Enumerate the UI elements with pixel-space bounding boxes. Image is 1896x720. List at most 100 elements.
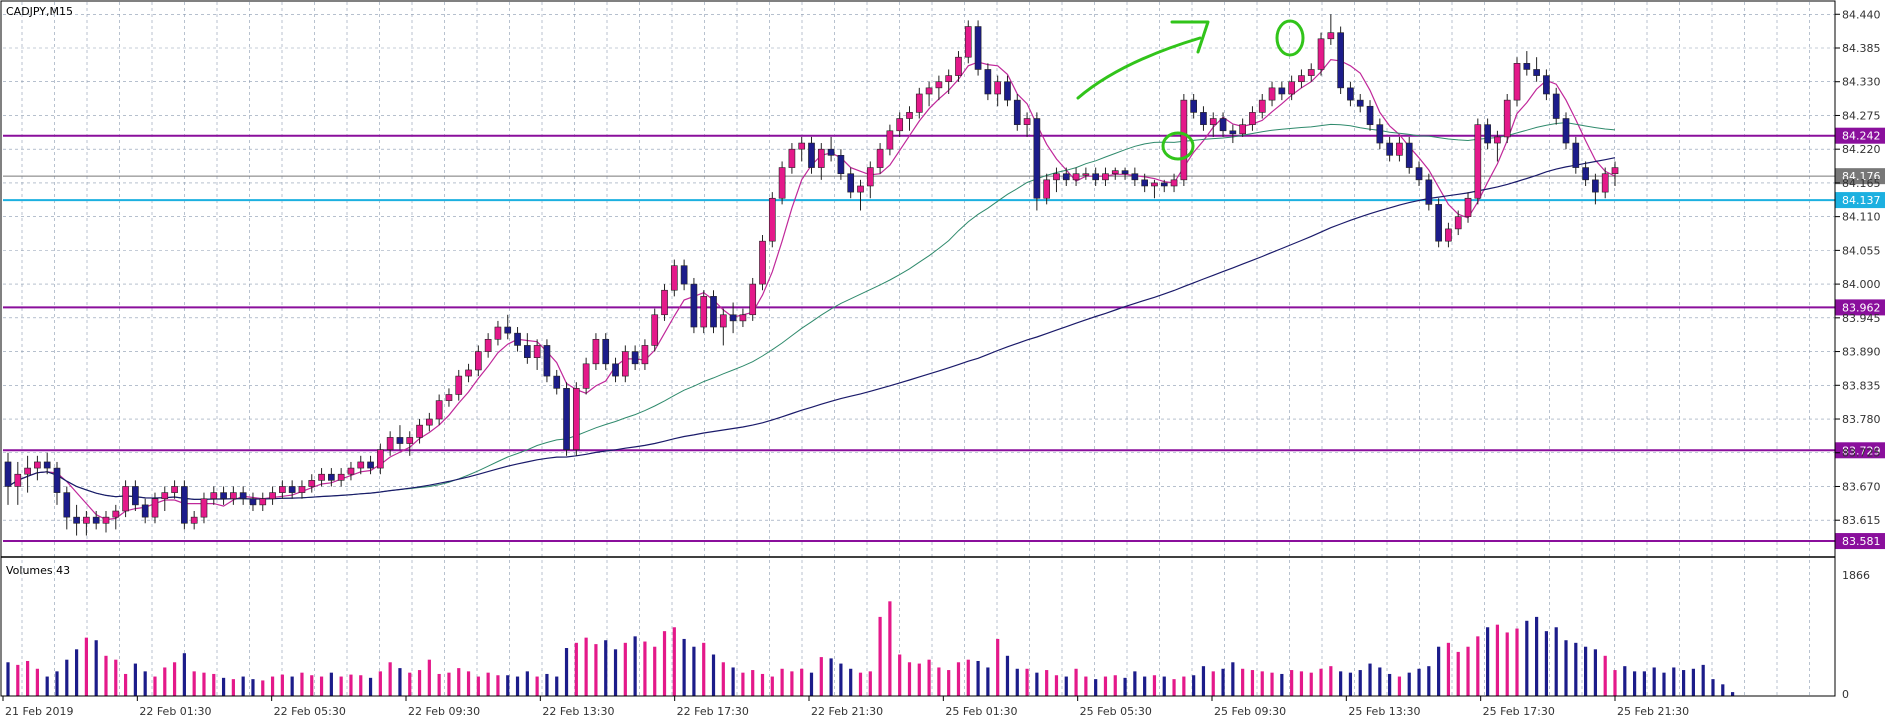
- candle[interactable]: [53, 461, 61, 505]
- candle[interactable]: [1268, 81, 1276, 107]
- candle[interactable]: [1209, 112, 1217, 137]
- candle[interactable]: [406, 431, 414, 456]
- candle[interactable]: [102, 511, 110, 533]
- candle[interactable]: [1415, 161, 1423, 186]
- candle[interactable]: [239, 486, 247, 505]
- candle[interactable]: [367, 455, 374, 475]
- candle[interactable]: [1278, 81, 1286, 101]
- candle[interactable]: [680, 259, 688, 291]
- candle[interactable]: [494, 320, 502, 346]
- candle[interactable]: [1425, 173, 1433, 211]
- candle[interactable]: [484, 333, 492, 358]
- candle[interactable]: [1151, 179, 1158, 199]
- candle[interactable]: [112, 504, 120, 530]
- candle[interactable]: [1200, 106, 1207, 131]
- candle[interactable]: [377, 443, 384, 475]
- candle[interactable]: [563, 382, 570, 456]
- candle[interactable]: [641, 339, 649, 370]
- candle[interactable]: [1298, 69, 1305, 88]
- candle[interactable]: [259, 492, 267, 512]
- candle[interactable]: [808, 136, 815, 174]
- candlestick-series[interactable]: [4, 14, 1619, 536]
- candle[interactable]: [1543, 69, 1550, 101]
- candle[interactable]: [1249, 106, 1256, 131]
- candle[interactable]: [817, 143, 825, 180]
- candle[interactable]: [396, 425, 404, 450]
- candle[interactable]: [896, 112, 904, 137]
- candle[interactable]: [190, 511, 198, 530]
- candle[interactable]: [230, 486, 237, 505]
- candle[interactable]: [92, 511, 100, 530]
- candle[interactable]: [181, 480, 188, 530]
- candle[interactable]: [1053, 167, 1060, 193]
- candle[interactable]: [426, 412, 433, 432]
- candle[interactable]: [63, 486, 71, 530]
- candle[interactable]: [1474, 118, 1482, 205]
- candle[interactable]: [964, 20, 972, 64]
- candle[interactable]: [475, 345, 482, 377]
- candle[interactable]: [906, 106, 913, 131]
- candle[interactable]: [1239, 118, 1246, 137]
- candle[interactable]: [749, 277, 757, 321]
- candle[interactable]: [866, 161, 874, 199]
- candle[interactable]: [1327, 14, 1335, 45]
- candle[interactable]: [279, 480, 286, 499]
- candle[interactable]: [729, 302, 737, 334]
- candle[interactable]: [1435, 198, 1442, 248]
- candle[interactable]: [269, 486, 276, 505]
- candle[interactable]: [337, 468, 345, 487]
- candle[interactable]: [592, 333, 600, 370]
- candle[interactable]: [1552, 87, 1560, 125]
- candle[interactable]: [1023, 112, 1031, 137]
- candle[interactable]: [1013, 93, 1021, 131]
- candle[interactable]: [1288, 75, 1295, 101]
- candle[interactable]: [700, 290, 708, 334]
- candle[interactable]: [43, 452, 51, 475]
- candle[interactable]: [1523, 51, 1531, 76]
- candle[interactable]: [1484, 118, 1491, 150]
- candle[interactable]: [416, 419, 423, 444]
- candle[interactable]: [1582, 161, 1589, 186]
- candle[interactable]: [161, 486, 169, 512]
- candle[interactable]: [1572, 136, 1580, 174]
- candle[interactable]: [719, 308, 727, 346]
- candle[interactable]: [151, 492, 159, 524]
- candle[interactable]: [1131, 167, 1139, 186]
- candle[interactable]: [386, 431, 394, 456]
- candle[interactable]: [1190, 93, 1197, 119]
- candle[interactable]: [1170, 173, 1178, 193]
- candle[interactable]: [1366, 100, 1374, 131]
- candle[interactable]: [455, 369, 463, 401]
- candle[interactable]: [759, 235, 766, 291]
- candle[interactable]: [34, 455, 41, 481]
- candle[interactable]: [690, 277, 698, 334]
- candle[interactable]: [73, 504, 80, 536]
- candle[interactable]: [739, 308, 747, 328]
- candle[interactable]: [1386, 136, 1393, 162]
- candle[interactable]: [1347, 81, 1354, 107]
- candle[interactable]: [1562, 112, 1570, 150]
- candle[interactable]: [621, 345, 629, 383]
- candle[interactable]: [994, 75, 1002, 107]
- candle[interactable]: [1004, 75, 1011, 107]
- candle[interactable]: [651, 308, 659, 352]
- candle[interactable]: [347, 461, 355, 481]
- price-axis[interactable]: 84.44084.38584.33084.27584.22084.16584.1…: [1835, 8, 1881, 527]
- candle[interactable]: [935, 75, 943, 101]
- candle[interactable]: [1503, 93, 1511, 144]
- candle[interactable]: [661, 284, 668, 321]
- candle[interactable]: [14, 461, 22, 505]
- candle[interactable]: [798, 136, 806, 162]
- candle[interactable]: [768, 192, 776, 248]
- candle[interactable]: [886, 124, 894, 156]
- candle[interactable]: [1454, 210, 1462, 236]
- candle[interactable]: [445, 388, 453, 407]
- candle[interactable]: [1160, 179, 1168, 193]
- candle[interactable]: [915, 87, 923, 119]
- candle[interactable]: [504, 314, 512, 340]
- candle[interactable]: [876, 143, 884, 174]
- candle[interactable]: [1072, 167, 1080, 186]
- candle[interactable]: [1317, 32, 1325, 76]
- candle[interactable]: [612, 357, 619, 383]
- candle[interactable]: [24, 455, 31, 493]
